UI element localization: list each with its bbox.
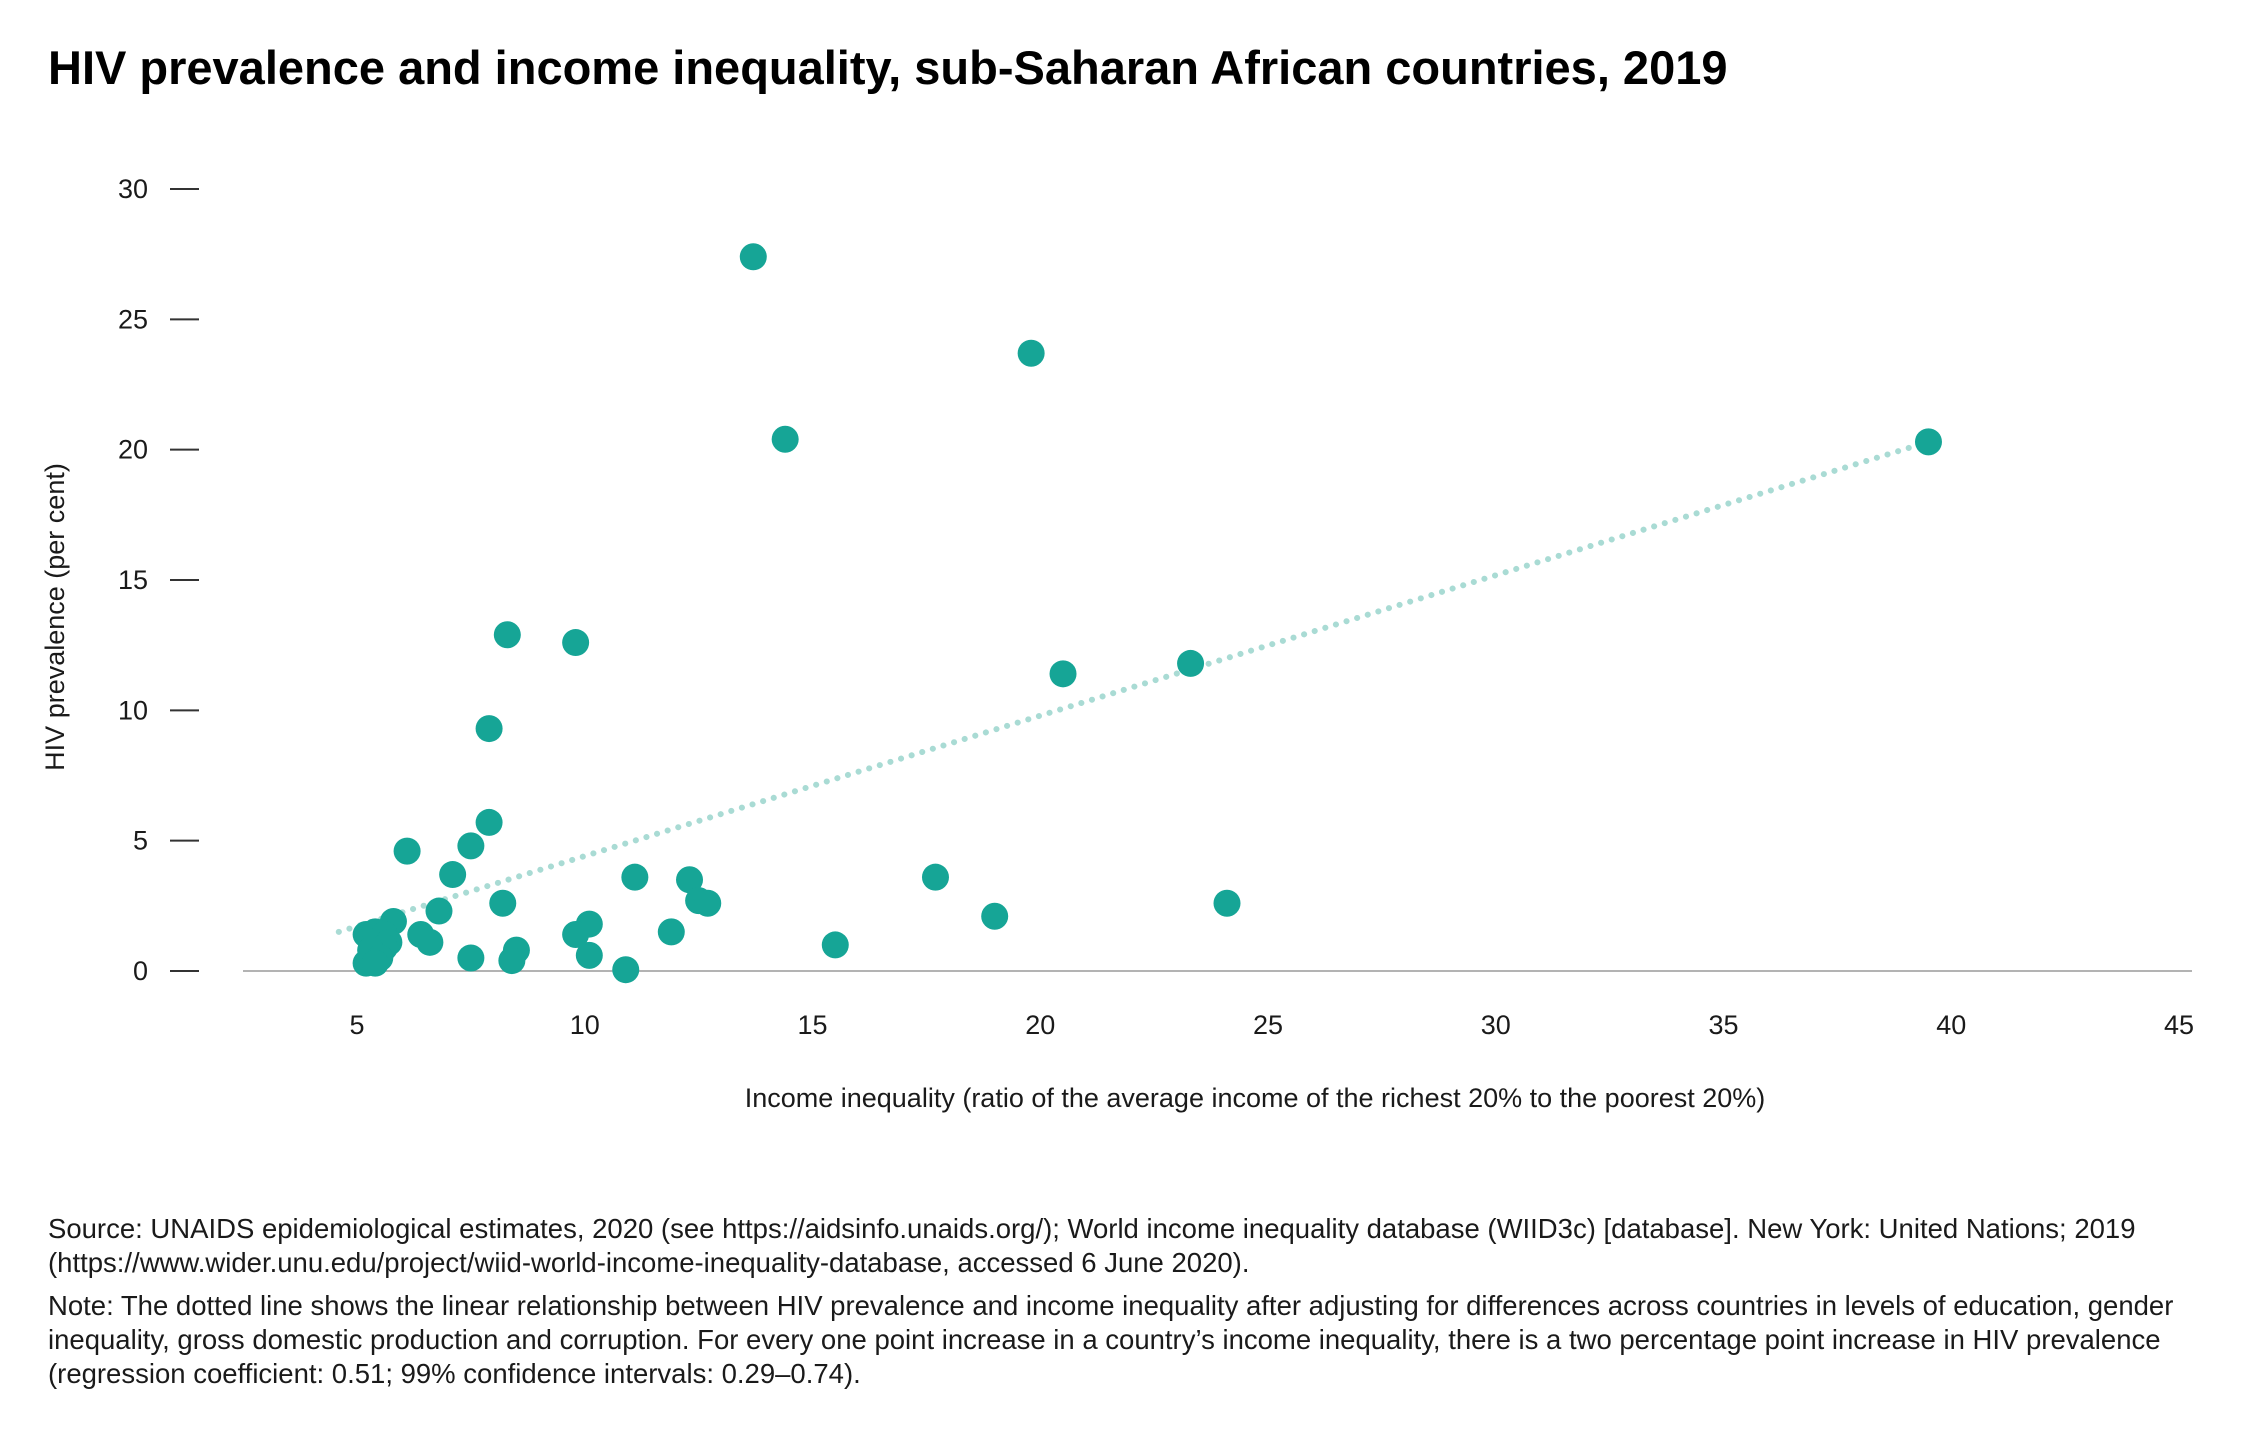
data-point bbox=[439, 861, 467, 889]
data-point bbox=[821, 931, 849, 959]
data-point bbox=[1017, 339, 1045, 367]
data-point bbox=[498, 947, 526, 975]
data-point bbox=[562, 629, 590, 657]
data-point bbox=[981, 902, 1009, 930]
data-point bbox=[416, 928, 444, 956]
data-point bbox=[493, 621, 521, 649]
data-point bbox=[676, 866, 704, 894]
y-tick-label: 25 bbox=[118, 304, 148, 334]
data-point bbox=[921, 863, 949, 891]
y-tick-label: 30 bbox=[118, 174, 148, 204]
data-point bbox=[393, 837, 421, 865]
data-point bbox=[489, 889, 517, 917]
data-point bbox=[475, 715, 503, 743]
trendline bbox=[335, 438, 1932, 935]
y-tick-label: 10 bbox=[118, 695, 148, 725]
methodology-note: Note: The dotted line shows the linear r… bbox=[48, 1290, 2174, 1389]
data-point bbox=[657, 918, 685, 946]
data-point bbox=[1177, 649, 1205, 677]
y-tick-label: 15 bbox=[118, 565, 148, 595]
data-point bbox=[475, 808, 503, 836]
x-tick-label: 15 bbox=[797, 1010, 827, 1040]
data-point bbox=[621, 863, 649, 891]
x-tick-label: 35 bbox=[1708, 1010, 1738, 1040]
trendline-layer bbox=[335, 438, 1932, 935]
data-point bbox=[612, 956, 640, 984]
data-point bbox=[1049, 660, 1077, 688]
x-tick-label: 40 bbox=[1936, 1010, 1966, 1040]
x-tick-label: 45 bbox=[2164, 1010, 2194, 1040]
data-point bbox=[425, 897, 453, 925]
x-tick-label: 5 bbox=[349, 1010, 364, 1040]
y-tick-label: 0 bbox=[133, 956, 148, 986]
axes: 0 5 10 15 20 25 30 5 10 15 20 25 30 35 40 45 bbox=[118, 174, 2194, 1040]
data-point bbox=[457, 832, 485, 860]
data-point bbox=[694, 889, 722, 917]
y-tick-label: 5 bbox=[133, 826, 148, 856]
data-point bbox=[361, 949, 389, 977]
data-point bbox=[1914, 428, 1942, 456]
data-point bbox=[575, 941, 603, 969]
x-tick-label: 25 bbox=[1253, 1010, 1283, 1040]
y-tick-label: 20 bbox=[118, 435, 148, 465]
source-note: Source: UNAIDS epidemiological estimates… bbox=[48, 1213, 2136, 1278]
x-tick-label: 30 bbox=[1481, 1010, 1511, 1040]
data-point bbox=[457, 944, 485, 972]
data-point bbox=[562, 921, 590, 949]
x-tick-label: 10 bbox=[570, 1010, 600, 1040]
data-point bbox=[1213, 889, 1241, 917]
x-axis-label: Income inequality (ratio of the average … bbox=[745, 1083, 1766, 1113]
chart-title: HIV prevalence and income inequality, su… bbox=[48, 41, 1728, 94]
data-points bbox=[352, 243, 1942, 984]
data-point bbox=[739, 243, 767, 271]
data-point bbox=[771, 425, 799, 453]
x-tick-label: 20 bbox=[1025, 1010, 1055, 1040]
y-axis-label: HIV prevalence (per cent) bbox=[40, 463, 70, 771]
